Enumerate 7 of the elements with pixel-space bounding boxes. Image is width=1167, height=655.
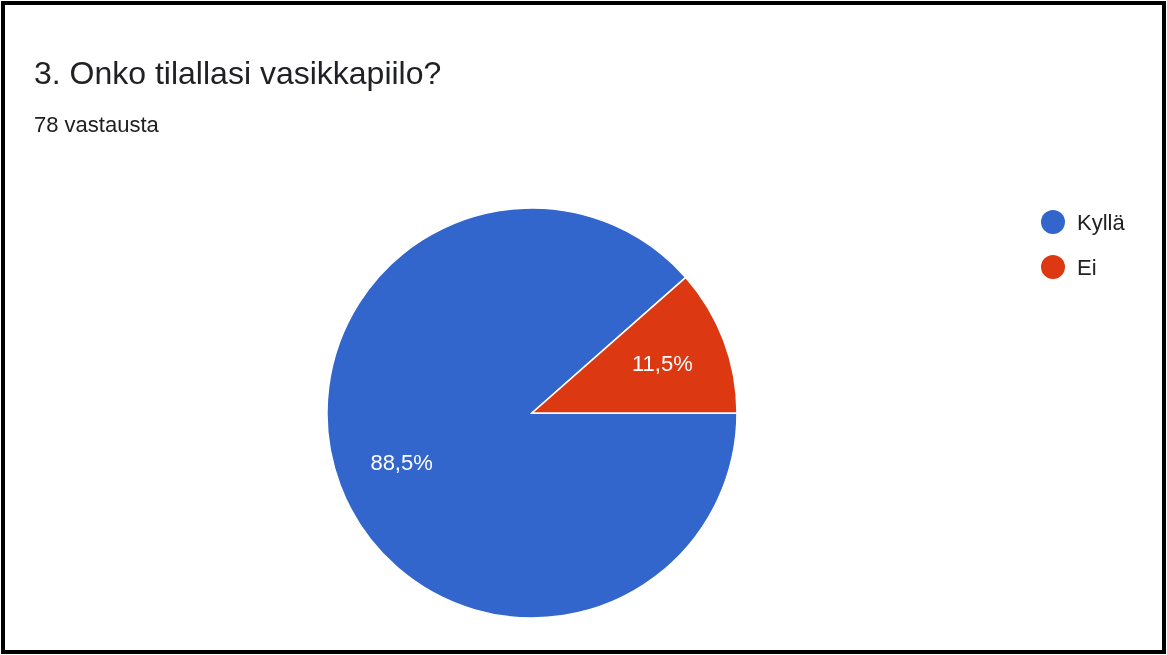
data-label: 11,5% [632, 351, 693, 377]
legend-label: Ei [1077, 254, 1097, 280]
data-label: 88,5% [370, 449, 433, 475]
chart-title: 3. Onko tilallasi vasikkapiilo? [34, 55, 442, 91]
pie-slice [326, 207, 738, 619]
legend-label: Kyllä [1077, 209, 1126, 235]
text: 78 vastausta [34, 112, 160, 137]
